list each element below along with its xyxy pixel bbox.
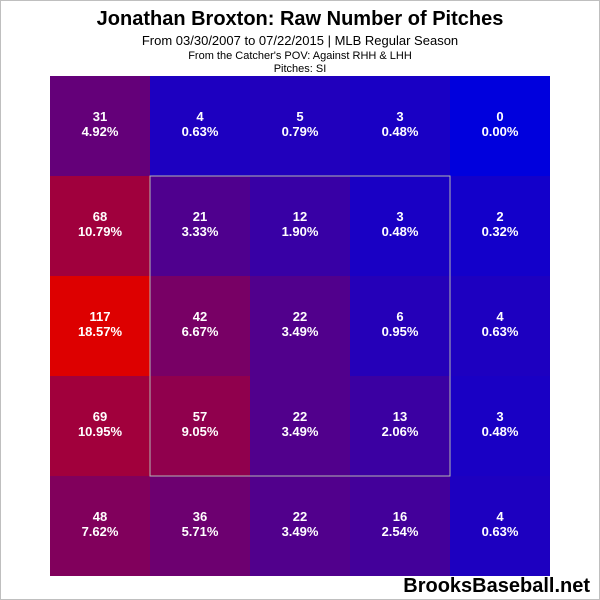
cell-percent-r3-c3: 2.06% [382,424,419,439]
cell-count-r2-c2: 22 [293,309,307,324]
cell-count-r4-c1: 36 [193,509,207,524]
cell-percent-r4-c0: 7.62% [82,524,119,539]
heatmap-cell-r3-c1 [150,376,250,476]
cell-count-r1-c0: 68 [93,209,107,224]
cell-percent-r4-c4: 0.63% [482,524,519,539]
cell-percent-r2-c1: 6.67% [182,324,219,339]
heatmap-cell-r4-c0 [50,476,150,576]
cell-percent-r3-c1: 9.05% [182,424,219,439]
cell-percent-r1-c3: 0.48% [382,224,419,239]
cell-count-r4-c3: 16 [393,509,407,524]
cell-count-r4-c2: 22 [293,509,307,524]
chart-title: Jonathan Broxton: Raw Number of Pitches [96,8,504,30]
cell-count-r1-c4: 2 [496,209,503,224]
cell-percent-r0-c3: 0.48% [382,124,419,139]
heatmap-cell-r4-c4 [450,476,550,576]
heatmap-cell-r3-c2 [250,376,350,476]
chart-subtitle: From 03/30/2007 to 07/22/2015 | MLB Regu… [141,33,459,48]
cell-percent-r4-c3: 2.54% [382,524,419,539]
cell-count-r0-c3: 3 [396,109,403,124]
pitch-type-text: Pitches: SI [273,63,327,75]
heatmap-cell-r0-c0 [50,76,150,176]
cell-count-r3-c3: 13 [393,409,407,424]
heatmap-cell-r0-c2 [250,76,350,176]
heatmap-cell-r4-c2 [250,476,350,576]
cell-count-r0-c4: 0 [496,109,503,124]
cell-count-r3-c4: 3 [496,409,503,424]
cell-percent-r2-c0: 18.57% [78,324,123,339]
cell-percent-r4-c1: 5.71% [182,524,219,539]
cell-count-r4-c4: 4 [496,509,504,524]
heatmap-cell-r3-c3 [350,376,450,476]
cell-percent-r2-c4: 0.63% [482,324,519,339]
cell-percent-r0-c2: 0.79% [282,124,319,139]
cell-percent-r2-c2: 3.49% [282,324,319,339]
cell-count-r0-c1: 4 [196,109,204,124]
heatmap-cell-r2-c1 [150,276,250,376]
heatmap-cell-r2-c4 [450,276,550,376]
cell-count-r2-c4: 4 [496,309,504,324]
cell-percent-r0-c1: 0.63% [182,124,219,139]
cell-count-r3-c2: 22 [293,409,307,424]
cell-percent-r1-c1: 3.33% [182,224,219,239]
heatmap-cell-r4-c1 [150,476,250,576]
strike-zone-outline [149,175,451,477]
pitch-location-heatmap: 314.92%40.63%50.79%30.48%00.00%6810.79%2… [50,76,550,576]
heatmap-cell-r1-c1 [150,176,250,276]
cell-count-r1-c2: 12 [293,209,307,224]
heatmap-cell-r3-c4 [450,376,550,476]
cell-count-r0-c0: 31 [93,109,107,124]
heatmap-cell-r4-c3 [350,476,450,576]
cell-percent-r1-c4: 0.32% [482,224,519,239]
cell-percent-r3-c0: 10.95% [78,424,123,439]
cell-count-r3-c1: 57 [193,409,207,424]
cell-count-r4-c0: 48 [93,509,107,524]
heatmap-cell-r0-c3 [350,76,450,176]
cell-count-r2-c3: 6 [396,309,403,324]
cell-percent-r1-c0: 10.79% [78,224,123,239]
brand-watermark: BrooksBaseball.net [403,575,590,597]
cell-percent-r4-c2: 3.49% [282,524,319,539]
pov-text: From the Catcher's POV: Against RHH & LH… [188,50,412,62]
cell-count-r3-c0: 69 [93,409,107,424]
heatmap-cell-r0-c1 [150,76,250,176]
heatmap-cell-r0-c4 [450,76,550,176]
heatmap-cell-r1-c4 [450,176,550,276]
cell-count-r2-c1: 42 [193,309,207,324]
heatmap-cell-r1-c0 [50,176,150,276]
heatmap-cell-r3-c0 [50,376,150,476]
heatmap-cell-r2-c0 [50,276,150,376]
cell-count-r1-c3: 3 [396,209,403,224]
cell-percent-r0-c4: 0.00% [482,124,519,139]
heatmap-cell-r2-c3 [350,276,450,376]
cell-percent-r3-c2: 3.49% [282,424,319,439]
heatmap-cell-r2-c2 [250,276,350,376]
cell-percent-r2-c3: 0.95% [382,324,419,339]
heatmap-cell-r1-c3 [350,176,450,276]
heatmap-cell-r1-c2 [250,176,350,276]
cell-count-r0-c2: 5 [296,109,303,124]
cell-count-r1-c1: 21 [193,209,207,224]
cell-percent-r1-c2: 1.90% [282,224,319,239]
cell-percent-r3-c4: 0.48% [482,424,519,439]
cell-count-r2-c0: 117 [90,309,111,324]
cell-percent-r0-c0: 4.92% [82,124,119,139]
